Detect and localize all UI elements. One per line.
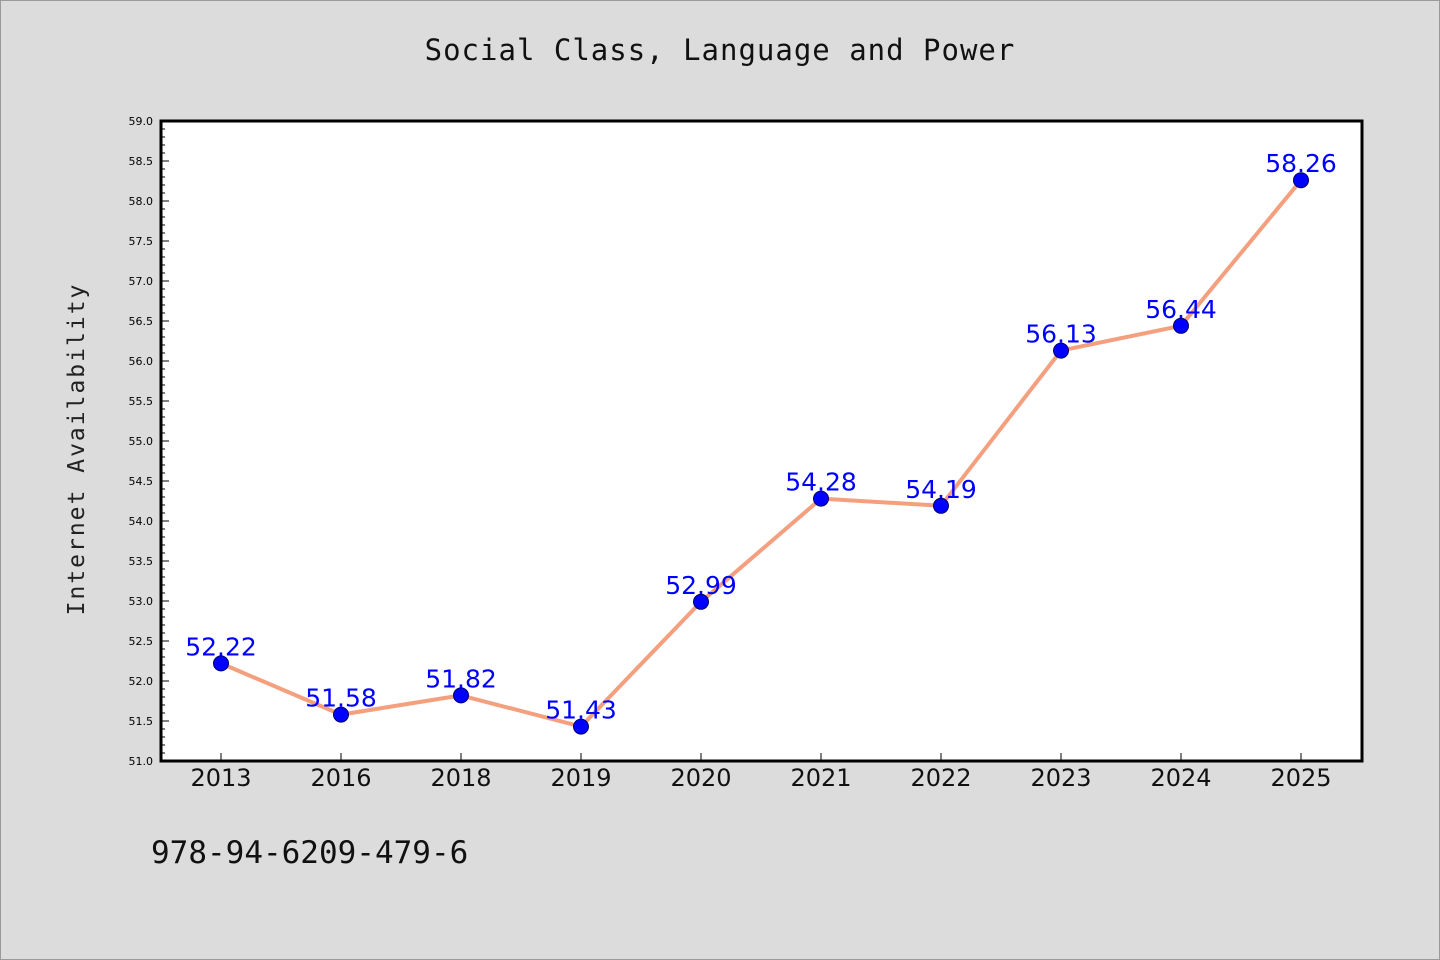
y-tick-label: 54.0: [129, 515, 154, 528]
data-label: 54.19: [905, 475, 977, 504]
x-tick-label: 2019: [550, 764, 611, 792]
data-point: [933, 497, 949, 514]
x-tick-label: 2024: [1150, 764, 1211, 792]
y-tick-label: 55.0: [129, 435, 154, 448]
data-point: [813, 490, 829, 507]
data-label: 56.44: [1145, 295, 1217, 324]
x-tick-label: 2021: [790, 764, 851, 792]
series-line: [220, 178, 1303, 729]
y-tick-label: 58.0: [129, 195, 154, 208]
data-label: 56.13: [1025, 320, 1097, 349]
y-tick-label: 53.5: [129, 555, 154, 568]
data-point: [1173, 317, 1189, 334]
data-label: 51.43: [545, 696, 617, 725]
y-tick-label: 54.5: [129, 475, 154, 488]
y-tick-label: 58.5: [129, 155, 154, 168]
data-point: [573, 718, 589, 735]
y-tick-label: 57.0: [129, 275, 154, 288]
data-point: [1053, 342, 1069, 359]
chart-title: Social Class, Language and Power: [424, 33, 1016, 67]
y-tick-label: 52.5: [129, 635, 154, 648]
data-label: 52.99: [665, 571, 737, 600]
data-point: [693, 593, 709, 610]
y-tick-label: 56.5: [129, 315, 154, 328]
y-tick-label: 53.0: [129, 595, 154, 608]
data-label: 51.82: [425, 664, 497, 693]
data-label: 58.26: [1265, 149, 1337, 178]
y-tick-label: 56.0: [129, 355, 154, 368]
y-tick-label: 57.5: [129, 235, 154, 248]
x-tick-label: 2013: [190, 764, 251, 792]
y-tick-label: 55.5: [129, 395, 154, 408]
y-axis-label: Internet Availability: [64, 282, 90, 616]
data-point: [1293, 172, 1309, 189]
x-tick-label: 2018: [430, 764, 491, 792]
data-label: 54.28: [785, 468, 857, 497]
x-tick-label: 2016: [310, 764, 371, 792]
x-tick-label: 2022: [910, 764, 971, 792]
data-point: [333, 706, 349, 723]
isbn-footnote: 978-94-6209-479-6: [151, 835, 469, 871]
y-tick-label: 51.0: [129, 755, 154, 768]
x-tick-label: 2025: [1270, 764, 1331, 792]
y-tick-label: 51.5: [129, 715, 154, 728]
x-tick-label: 2023: [1030, 764, 1091, 792]
data-label: 52.22: [185, 632, 257, 661]
data-point: [453, 687, 469, 704]
x-tick-label: 2020: [670, 764, 731, 792]
y-tick-label: 59.0: [129, 115, 154, 128]
y-tick-label: 52.0: [129, 675, 154, 688]
data-label: 51.58: [305, 684, 377, 713]
data-point: [213, 655, 229, 672]
plot-area: [159, 119, 1364, 763]
